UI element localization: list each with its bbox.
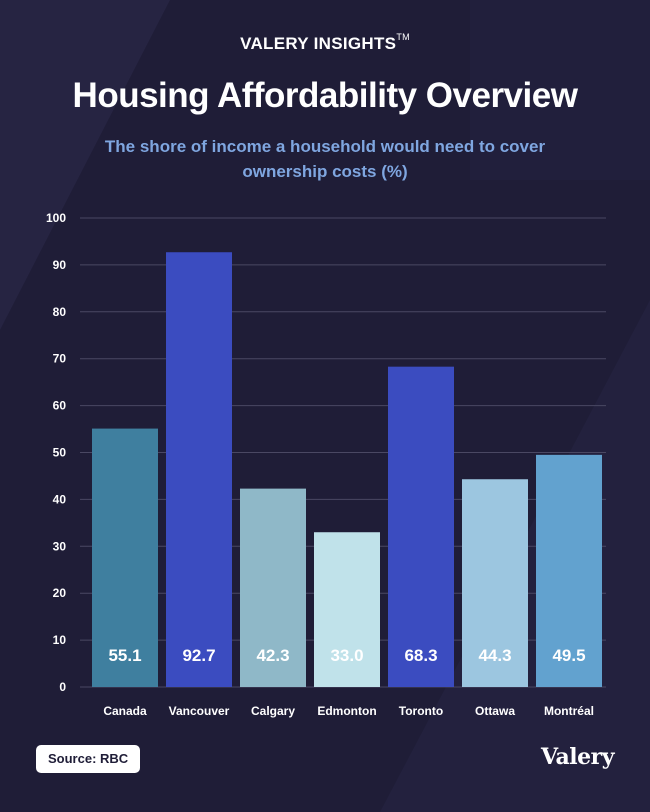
y-tick-label: 100 [46,211,66,225]
bar-value-label: 42.3 [256,646,289,665]
bar-edmonton [314,532,380,687]
x-tick-label: Montréal [544,704,594,718]
chart-subtitle: The shore of income a household would ne… [104,137,546,181]
bar-value-label: 33.0 [330,646,363,665]
bar-chart: 0 10 20 30 40 50 60 70 80 90 100 55.1 Canada 92.7 Vanc… [46,211,606,718]
bar-value-label: 68.3 [404,646,437,665]
x-tick-label: Ottawa [475,704,515,718]
bar-toronto [388,366,454,687]
bar-vancouver [166,252,232,687]
y-tick-label: 10 [53,633,67,647]
y-tick-label: 90 [53,258,67,272]
bar-canada [92,428,158,687]
x-tick-label: Toronto [399,704,443,718]
y-tick-label: 20 [53,586,67,600]
trademark-mark: TM [396,32,410,42]
bar-value-label: 44.3 [478,646,511,665]
bar-value-label: 49.5 [552,646,585,665]
y-tick-label: 70 [53,352,67,366]
x-tick-label: Vancouver [169,704,230,718]
chart-title: Housing Affordability Overview [72,76,578,115]
bar-montral [536,454,602,687]
y-tick-label: 80 [53,305,67,319]
bar-value-label: 55.1 [108,646,141,665]
source-badge: Source: RBC [36,745,141,773]
y-tick-label: 60 [53,399,67,413]
y-tick-label: 30 [53,539,67,553]
valery-logo: Valery [540,744,615,770]
brand-name: VALERY INSIGHTSTM [240,32,410,53]
x-tick-label: Calgary [251,704,295,718]
y-tick-label: 50 [53,446,67,460]
x-tick-label: Edmonton [317,704,376,718]
x-tick-label: Canada [103,704,147,718]
bar-calgary [240,488,306,687]
y-tick-label: 40 [53,492,67,506]
y-tick-label: 0 [59,680,66,694]
bar-ottawa [462,479,528,687]
bar-value-label: 92.7 [182,646,215,665]
